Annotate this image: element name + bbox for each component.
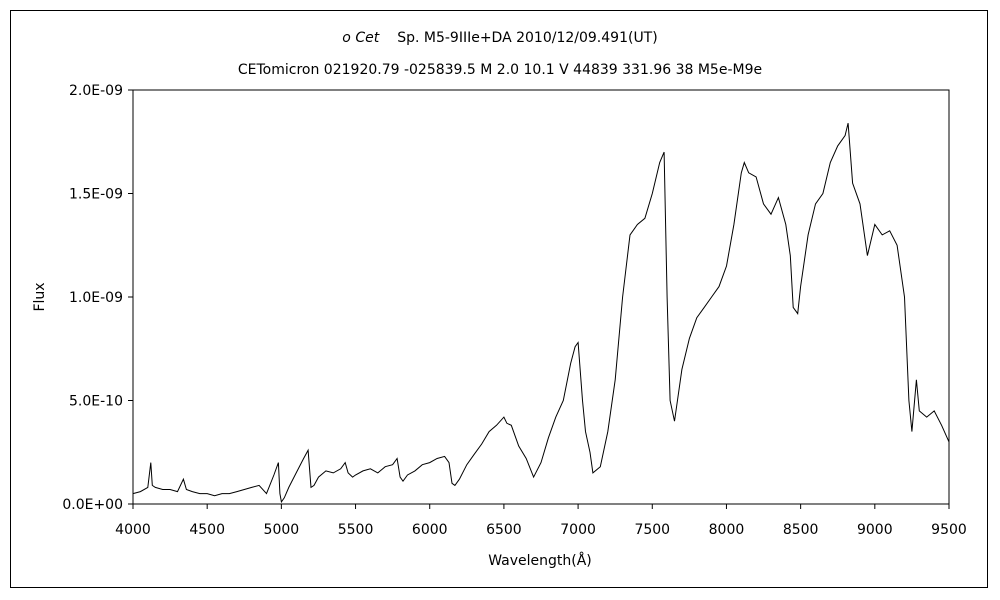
x-axis-label: Wavelength(Å) [488, 552, 592, 569]
y-tick-label: 1.5E-09 [69, 187, 123, 203]
y-axis: 0.0E+00 5.0E-10 1.0E-09 1.5E-09 2.0E-09 [62, 83, 133, 513]
chart-title-line2: CETomicron 021920.79 -025839.5 M 2.0 10.… [238, 62, 762, 78]
y-tick-label: 1.0E-09 [69, 290, 123, 306]
x-tick-label: 5500 [338, 522, 374, 538]
x-axis: 4000 4500 5000 5500 6000 6500 7000 7500 8000 8500… [115, 504, 967, 538]
y-axis-label: Flux [32, 282, 48, 311]
y-tick-label: 5.0E-10 [69, 394, 123, 410]
plot-area [132, 89, 950, 505]
chart-frame [10, 10, 988, 588]
x-tick-label: 8000 [709, 522, 745, 538]
x-tick-label: 4500 [189, 522, 225, 538]
x-tick-label: 9500 [931, 522, 967, 538]
spectral-info: Sp. M5-9IIIe+DA 2010/12/09.491(UT) [397, 30, 658, 46]
y-tick-label: 0.0E+00 [62, 497, 123, 513]
x-tick-label: 5000 [264, 522, 300, 538]
x-tick-label: 4000 [115, 522, 151, 538]
x-tick-label: 8500 [783, 522, 819, 538]
x-tick-label: 7000 [560, 522, 596, 538]
chart-title-line1: o Cet Sp. M5-9IIIe+DA 2010/12/09.491(UT) [342, 30, 657, 46]
x-tick-label: 6000 [412, 522, 448, 538]
series-line-spectrum [132, 122, 950, 504]
x-tick-label: 7500 [634, 522, 670, 538]
star-name: o Cet [342, 30, 379, 46]
y-tick-label: 2.0E-09 [69, 83, 123, 99]
x-tick-label: 9000 [857, 522, 893, 538]
x-tick-label: 6500 [486, 522, 522, 538]
